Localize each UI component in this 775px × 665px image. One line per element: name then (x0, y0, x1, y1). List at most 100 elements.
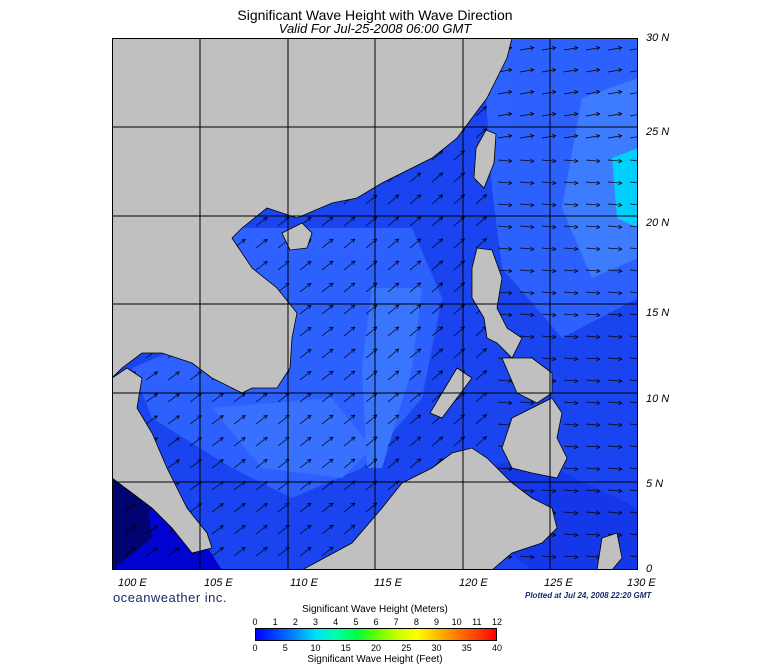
wave-arrow (497, 111, 513, 117)
wave-arrow (541, 45, 557, 51)
wave-arrow (321, 436, 334, 447)
wave-arrow (585, 133, 601, 139)
wave-arrow (233, 503, 246, 513)
meter-tick-label: 8 (413, 617, 419, 627)
wave-arrow (343, 414, 356, 425)
wave-arrow (233, 415, 246, 425)
wave-arrow (629, 511, 638, 514)
wave-arrow (299, 414, 312, 425)
wave-arrow (629, 159, 638, 162)
feet-tick-label: 15 (340, 643, 351, 653)
wave-arrow (497, 180, 513, 186)
wave-arrow (497, 246, 513, 252)
lon-label-130e: 130 E (627, 577, 656, 589)
wave-arrow (541, 133, 557, 139)
wave-arrow (563, 356, 579, 362)
wave-arrow (541, 268, 557, 274)
lat-label-10n: 10 N (646, 393, 670, 405)
wave-arrow (519, 180, 535, 186)
wave-arrow (607, 89, 623, 95)
wave-arrow (629, 203, 638, 206)
wave-arrow (343, 348, 356, 359)
wave-arrow (431, 216, 444, 227)
wave-arrow (519, 400, 535, 406)
wave-arrow (387, 414, 400, 425)
wave-arrow (475, 216, 487, 227)
wave-arrow (409, 348, 422, 359)
wave-arrow (255, 524, 268, 535)
meter-tick-label: 7 (393, 617, 399, 627)
wave-arrow (541, 202, 557, 208)
wave-arrow (497, 133, 513, 139)
lat-label-30n: 30 N (646, 32, 670, 44)
wave-arrow (629, 225, 638, 228)
wave-arrow (299, 304, 312, 315)
wave-arrow (541, 334, 557, 340)
wave-arrow (607, 290, 623, 296)
wave-arrow (519, 554, 535, 560)
wave-arrow (431, 348, 444, 359)
wave-arrow (409, 194, 422, 205)
wave-arrow (607, 224, 623, 230)
wave-arrow (211, 415, 224, 425)
feet-tick-label: 5 (282, 643, 288, 653)
wave-arrow (497, 400, 513, 406)
malay-peninsula (112, 367, 213, 554)
wave-arrow (541, 488, 557, 494)
taiwan-island (473, 129, 497, 189)
wave-arrow (321, 304, 334, 315)
colorbar (255, 628, 497, 641)
feet-tick-label: 10 (310, 643, 321, 653)
wave-arrow (343, 282, 356, 293)
wave-arrow (585, 422, 601, 428)
wave-arrow (409, 238, 422, 249)
feet-tick-label: 20 (370, 643, 381, 653)
wave-arrow (607, 466, 623, 472)
wave-arrow (563, 133, 579, 139)
wave-arrow (475, 238, 487, 249)
wave-arrow (321, 326, 334, 337)
wave-arrow (299, 524, 312, 535)
wave-arrow (387, 458, 400, 469)
wave-arrow (255, 436, 268, 447)
wave-arrow (629, 357, 638, 360)
wave-arrow (475, 436, 487, 447)
meter-tick-label: 11 (472, 617, 482, 627)
meter-tick-label: 10 (451, 617, 462, 627)
lon-label-110e: 110 E (290, 577, 318, 589)
wave-arrow (321, 414, 334, 425)
wave-arrow (541, 158, 557, 164)
wave-arrow (255, 546, 268, 557)
wave-arrow (563, 532, 579, 538)
wave-arrow (299, 326, 312, 337)
wave-arrow (497, 158, 513, 164)
wave-arrow (299, 370, 312, 381)
wave-arrow (563, 312, 579, 318)
wave-arrow (629, 555, 638, 558)
wave-arrow (387, 326, 400, 337)
lat-label-5n: 5 N (646, 478, 664, 490)
wave-arrow (343, 458, 356, 469)
wave-arrow (563, 466, 579, 472)
wave-arrow (497, 89, 513, 95)
wave-arrow (343, 370, 356, 381)
wave-arrow (519, 133, 535, 139)
mindanao-island (501, 397, 568, 479)
wave-arrow (431, 172, 444, 183)
wave-arrow (167, 547, 180, 557)
wave-arrow (629, 291, 638, 294)
wave-arrow (255, 238, 268, 249)
wave-arrow (123, 503, 136, 513)
wave-arrow (607, 246, 623, 252)
feet-tick-label: 35 (461, 643, 472, 653)
wave-arrow (563, 444, 579, 450)
wave-arrow (167, 371, 180, 381)
wave-arrow (497, 224, 513, 230)
wave-arrow (585, 180, 601, 186)
wave-arrow (299, 348, 312, 359)
wave-arrow (585, 356, 601, 362)
wave-arrow (585, 111, 601, 117)
wave-arrow (211, 393, 224, 403)
wave-arrow (607, 378, 623, 384)
wave-arrow (409, 326, 422, 337)
